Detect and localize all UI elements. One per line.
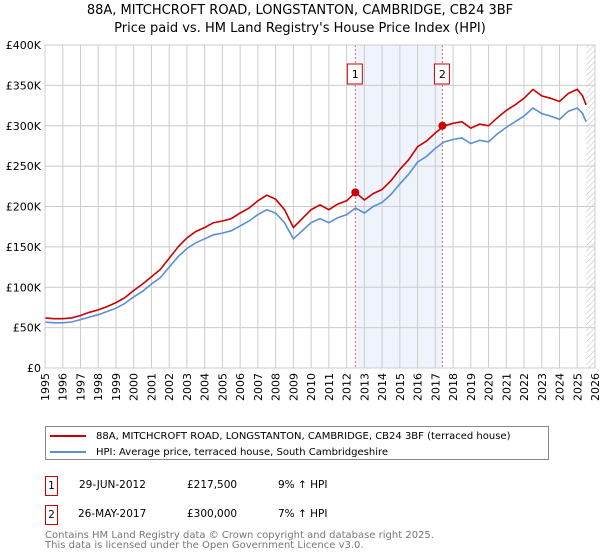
x-tick-label: 2000 <box>128 373 141 401</box>
y-tick-label: £250K <box>6 160 42 173</box>
property-price-line <box>44 88 587 320</box>
x-tick-label: 2022 <box>518 373 531 401</box>
y-tick-label: £50K <box>13 322 42 335</box>
y-tick-label: £400K <box>6 39 42 52</box>
sale-price: £217,500 <box>187 479 238 491</box>
x-tick-label: 1997 <box>74 373 87 401</box>
x-tick-label: 2014 <box>376 373 389 401</box>
plot-frame <box>44 44 596 369</box>
x-tick-label: 2023 <box>536 373 549 401</box>
legend: 88A, MITCHCROFT ROAD, LONGSTANTON, CAMBR… <box>45 426 549 460</box>
x-tick-label: 2020 <box>483 373 496 401</box>
sale-date: 29-JUN-2012 <box>79 479 146 491</box>
x-tick-label: 2006 <box>234 373 247 401</box>
legend-label: 88A, MITCHCROFT ROAD, LONGSTANTON, CAMBR… <box>96 430 511 442</box>
sale-badge: 2 <box>45 505 58 525</box>
x-tick-label: 2019 <box>465 373 478 401</box>
sale-point <box>438 121 447 130</box>
chart-title: 88A, MITCHCROFT ROAD, LONGSTANTON, CAMBR… <box>86 3 514 18</box>
sale-annotation-label: 1 <box>352 68 359 81</box>
x-tick-label: 2002 <box>163 373 176 401</box>
price-chart: 1995 1996 1997 1998 1999 2000 2001 2002 2003 2004… <box>6 39 600 401</box>
x-tick-label: 1999 <box>110 373 123 401</box>
legend-item-property: 88A, MITCHCROFT ROAD, LONGSTANTON, CAMBR… <box>50 429 510 443</box>
y-tick-label: £0 <box>27 362 41 375</box>
sale-date: 26-MAY-2017 <box>78 508 147 520</box>
y-tick-label: £100K <box>6 281 42 294</box>
x-tick-label: 2001 <box>145 373 158 401</box>
legend-label: HPI: Average price, terraced house, Sout… <box>96 446 389 458</box>
sale-badge: 1 <box>45 476 58 496</box>
x-tick-label: 2009 <box>287 373 300 401</box>
sale-annotation-box <box>346 63 363 85</box>
x-tick-label: 2005 <box>216 373 229 401</box>
x-tick-label: 2021 <box>500 373 513 401</box>
sale-point <box>351 188 360 197</box>
sale-hpi-diff: 7% ↑ HPI <box>278 508 328 520</box>
y-tick-label: £350K <box>6 79 42 92</box>
legend-item-hpi: HPI: Average price, terraced house, Sout… <box>50 445 388 459</box>
x-tick-label: 2026 <box>589 373 600 401</box>
x-tick-label: 2015 <box>394 373 407 401</box>
sale-hpi-diff: 9% ↑ HPI <box>278 479 328 491</box>
x-tick-label: 1998 <box>92 373 105 401</box>
sale-annotation-label: 2 <box>439 68 446 81</box>
sale-annotation-box <box>433 63 450 85</box>
sale-price: £300,000 <box>187 508 238 520</box>
x-tick-label: 2011 <box>323 373 336 401</box>
hpi-line <box>44 106 587 324</box>
legend-swatch-red <box>50 435 86 437</box>
x-tick-label: 2003 <box>181 373 194 401</box>
x-tick-label: 2017 <box>429 373 442 401</box>
legend-swatch-blue <box>50 451 86 453</box>
x-tick-label: 2007 <box>252 373 265 401</box>
footer-line: Contains HM Land Registry data © Crown c… <box>45 530 434 541</box>
x-tick-label: 1995 <box>39 373 52 401</box>
y-tick-label: £300K <box>6 120 42 133</box>
x-tick-label: 2010 <box>305 373 318 401</box>
x-tick-label: 2016 <box>412 373 425 401</box>
x-tick-label: 2024 <box>554 373 567 401</box>
x-tick-label: 2018 <box>447 373 460 401</box>
x-tick-label: 1996 <box>57 373 70 401</box>
chart-subtitle: Price paid vs. HM Land Registry's House … <box>114 21 486 36</box>
x-tick-label: 2025 <box>571 373 584 401</box>
footer: Contains HM Land Registry data © Crown c… <box>45 531 434 551</box>
x-tick-label: 2012 <box>341 373 354 401</box>
y-tick-label: £200K <box>6 201 42 214</box>
y-tick-label: £150K <box>6 241 42 254</box>
x-tick-label: 2008 <box>270 373 283 401</box>
x-tick-label: 2013 <box>358 373 371 401</box>
footer-line: This data is licensed under the Open Gov… <box>45 540 364 551</box>
x-tick-label: 2004 <box>199 373 212 401</box>
